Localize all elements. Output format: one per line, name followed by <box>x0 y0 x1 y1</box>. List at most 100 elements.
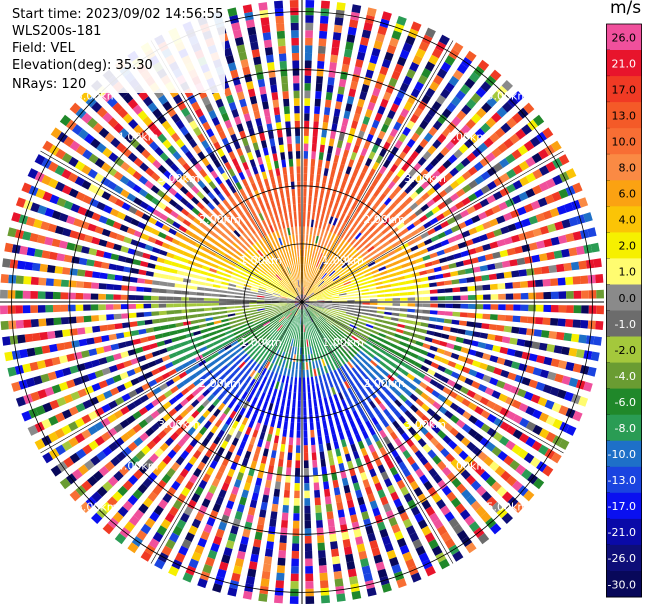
ray-gate <box>394 139 403 149</box>
ray-gate <box>250 329 258 335</box>
ray-gate <box>181 235 191 243</box>
ray-gate <box>422 443 432 454</box>
ray-gate <box>355 433 362 443</box>
ray-gate <box>322 222 327 230</box>
ray-gate <box>402 126 411 137</box>
ray-gate <box>305 324 308 332</box>
ray-gate <box>321 285 328 291</box>
ray-gate <box>314 497 321 506</box>
ray-gate <box>249 294 258 297</box>
ray-gate <box>305 566 313 574</box>
ray-gate <box>351 120 359 129</box>
ray-gate <box>196 394 205 403</box>
ray-gate <box>309 346 313 355</box>
ray-gate <box>212 288 220 293</box>
ray-gate <box>344 215 351 223</box>
ray-gate <box>127 152 138 163</box>
ray-gate <box>419 328 428 334</box>
ray-gate <box>157 164 167 174</box>
ray-gate <box>480 122 491 134</box>
ray-gate <box>299 302 302 310</box>
ray-gate <box>303 415 307 423</box>
ray-gate <box>203 420 212 430</box>
ray-gate <box>264 294 273 297</box>
ray-gate <box>524 256 533 264</box>
ray-gate <box>191 101 201 112</box>
ray-gate <box>377 412 385 422</box>
ray-gate <box>122 480 134 491</box>
ray-gate <box>361 309 370 312</box>
ray-gate <box>221 482 230 492</box>
ray-gate <box>236 318 245 323</box>
ray-gate <box>486 96 498 108</box>
ray-gate <box>355 105 363 115</box>
ray-gate <box>176 100 187 111</box>
ray-gate <box>436 68 448 79</box>
ray-gate <box>429 289 438 294</box>
ray-gate <box>124 521 136 533</box>
ray-gate <box>309 282 315 290</box>
ray-gate <box>414 387 424 396</box>
ray-gate <box>316 174 321 183</box>
ray-gate <box>443 318 452 324</box>
ray-gate <box>360 285 369 289</box>
ray-gate <box>92 122 104 134</box>
ray-gate <box>392 379 401 387</box>
ray-gate <box>107 427 118 438</box>
ray-gate <box>304 113 310 121</box>
ray-gate <box>272 294 281 297</box>
ray-gate <box>151 247 161 254</box>
ray-gate <box>281 327 287 335</box>
ray-gate <box>68 316 77 324</box>
ray-gate <box>291 369 295 377</box>
ray-gate <box>414 420 424 430</box>
ray-gate <box>361 181 369 191</box>
ray-gate <box>180 387 190 396</box>
ray-gate <box>136 286 145 292</box>
ray-gate <box>326 330 332 337</box>
ray-gate <box>382 503 392 513</box>
ray-gate <box>300 332 302 340</box>
ray-gate <box>487 333 496 341</box>
range-ring-label: 1.00km <box>322 254 364 267</box>
ray-gate <box>509 459 520 471</box>
ray-gate <box>224 253 232 260</box>
ray-gate <box>213 320 222 325</box>
ray-gate <box>283 310 290 316</box>
ray-gate <box>235 250 243 257</box>
ray-gate <box>305 241 308 250</box>
ray-gate <box>243 332 251 339</box>
ray-gate <box>185 393 195 402</box>
ray-gate <box>190 279 199 285</box>
ray-gate <box>441 333 450 340</box>
ray-gate <box>402 518 413 529</box>
colorbar-tick-label: 2.0 <box>619 240 637 253</box>
ray-gate <box>212 535 223 546</box>
ray-gate <box>311 444 316 453</box>
ray-gate <box>279 303 287 305</box>
ray-gate <box>531 254 541 263</box>
ray-gate <box>21 410 32 422</box>
ray-gate <box>293 323 296 332</box>
ray-gate <box>52 304 61 313</box>
ray-gate <box>468 415 478 425</box>
ray-gate <box>207 383 216 392</box>
ray-gate <box>304 83 311 91</box>
ray-gate <box>201 157 210 167</box>
ray-gate <box>309 422 314 431</box>
ray-gate <box>279 60 287 69</box>
ray-gate <box>487 263 496 271</box>
ray-gate <box>144 319 153 325</box>
ray-gate <box>491 147 502 158</box>
ray-gate <box>280 295 288 298</box>
ray-gate <box>338 462 345 472</box>
ray-gate <box>347 340 355 347</box>
ray-gate <box>456 110 467 121</box>
ray-gate <box>409 480 419 491</box>
ray-gate <box>68 172 79 183</box>
ray-gate <box>75 402 86 413</box>
ray-gate <box>173 303 182 308</box>
ray-gate <box>343 345 350 352</box>
ray-gate <box>50 465 62 477</box>
ray-gate <box>125 340 134 347</box>
